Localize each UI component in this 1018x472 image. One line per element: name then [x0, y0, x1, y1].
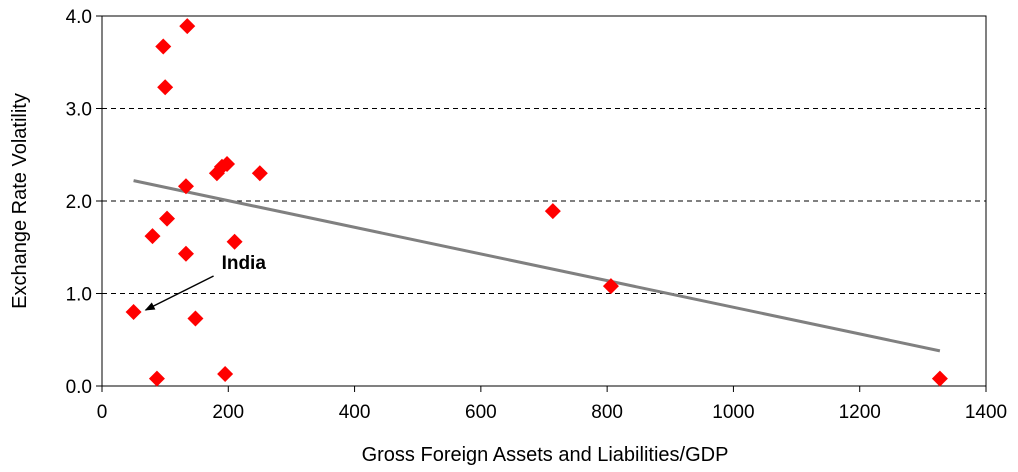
x-tick-label: 200 — [212, 402, 244, 423]
y-axis-title: Exchange Rate Volatility — [9, 93, 31, 309]
x-tick-label: 800 — [591, 402, 623, 423]
data-point — [208, 165, 225, 182]
data-point — [159, 210, 176, 227]
data-point — [144, 228, 161, 245]
data-point — [148, 370, 165, 387]
data-point — [544, 203, 561, 220]
grid-lines — [102, 108, 986, 294]
annotation-label: India — [222, 253, 267, 274]
x-axis-title: Gross Foreign Assets and Liabilities/GDP — [362, 444, 729, 466]
x-axis-ticks: 0 200 400 600 800 1000 1200 1400 — [97, 386, 1007, 423]
trendline — [133, 179, 941, 353]
y-tick-label: 1.0 — [66, 285, 92, 306]
x-tick-label: 600 — [465, 402, 497, 423]
data-points — [125, 18, 948, 387]
x-tick-label: 1200 — [839, 402, 881, 423]
data-point — [226, 233, 243, 250]
annotations: India — [144, 253, 267, 311]
data-point — [931, 370, 948, 387]
annotation-arrow — [144, 275, 214, 311]
x-tick-label: 1400 — [965, 402, 1007, 423]
data-point — [602, 278, 619, 295]
x-tick-label: 400 — [339, 402, 371, 423]
data-point — [217, 365, 234, 382]
x-tick-label: 1000 — [712, 402, 754, 423]
data-point — [251, 165, 268, 182]
data-point — [187, 310, 204, 327]
data-point — [179, 18, 196, 35]
trendline-group — [133, 179, 941, 353]
y-axis-ticks: 0.0 1.0 2.0 3.0 4.0 — [66, 7, 102, 398]
data-point — [125, 304, 142, 320]
y-tick-label: 0.0 — [66, 377, 92, 398]
y-tick-label: 4.0 — [66, 7, 92, 28]
y-tick-label: 3.0 — [66, 100, 92, 121]
data-point — [157, 79, 174, 96]
x-tick-label: 0 — [97, 402, 108, 423]
data-point — [177, 245, 194, 262]
y-tick-label: 2.0 — [66, 192, 92, 213]
data-point — [177, 178, 194, 195]
data-point — [155, 38, 172, 55]
